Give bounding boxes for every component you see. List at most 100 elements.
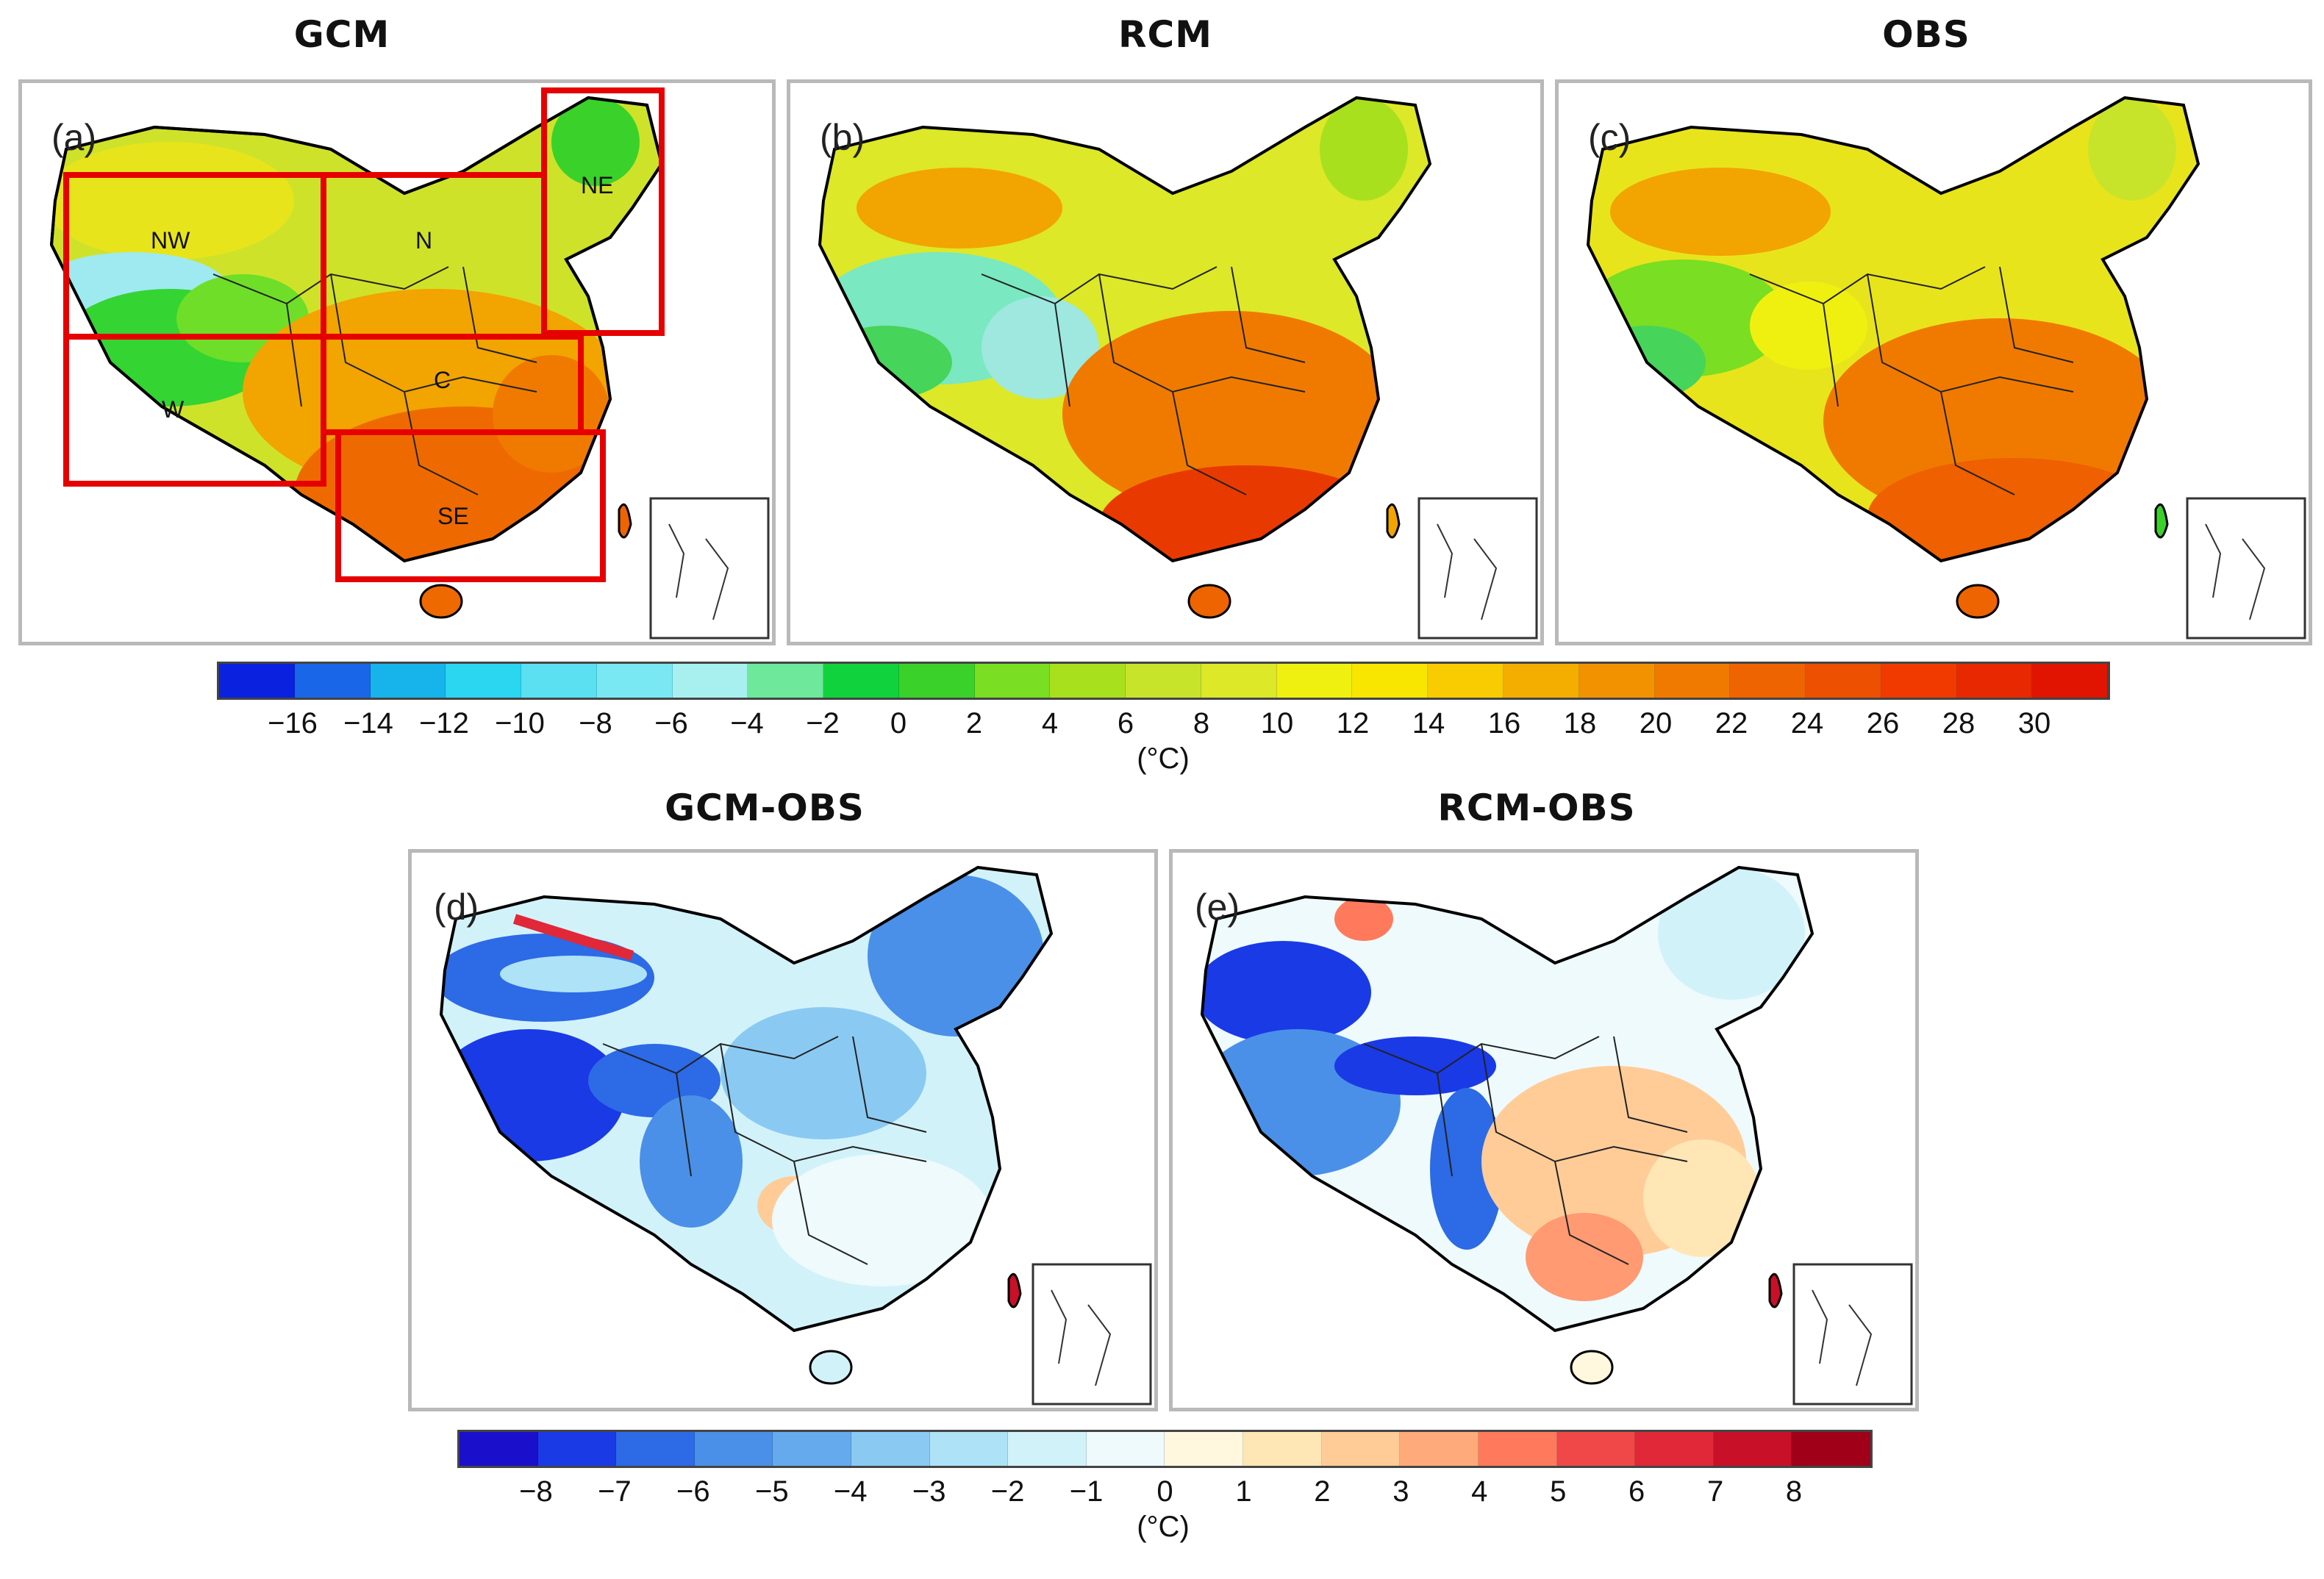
colorbar-temperature-tick: 24 [1790,707,1824,740]
colorbar-segment [1428,664,1504,698]
colorbar-segment [1086,1432,1165,1466]
colorbar-bias-tick: 2 [1314,1475,1331,1508]
colorbar-temperature-tick: 28 [1942,707,1976,740]
colorbar-temperature-tick: 26 [1866,707,1900,740]
colorbar-bias-tick: 7 [1706,1475,1724,1508]
colorbar-temperature-tick: −6 [654,707,688,740]
colorbar-segment [1806,664,1881,698]
region-label-c: C [434,367,451,393]
colorbar-segment [616,1432,695,1466]
colorbar-temperature-tick: 30 [2017,707,2051,740]
region-label-ne: NE [581,172,613,198]
panel-label-e: (e) [1195,887,1240,928]
colorbar-segment [898,664,975,698]
map-panel-obs: (c) [1555,79,2312,645]
colorbar-segment [974,664,1051,698]
panel-label-b: (b) [820,117,865,158]
colorbar-segment [748,664,824,698]
colorbar-bias-tick: −4 [833,1475,868,1508]
colorbar-segment [294,664,371,698]
colorbar-segment [1321,1432,1401,1466]
colorbar-segment [1730,664,1806,698]
panel-label-d: (d) [434,887,479,928]
title-rcm: RCM [1118,13,1212,56]
colorbar-temperature [217,662,2110,700]
colorbar-temperature-tick: 12 [1336,707,1370,740]
inset-south-china-sea [1792,1263,1913,1406]
colorbar-segment [929,1432,1009,1466]
colorbar-temperature-tick: 22 [1715,707,1748,740]
colorbar-segment [1654,664,1731,698]
inset-south-china-sea [1417,497,1538,640]
region-box-ne [541,87,665,336]
colorbar-bias-tick: −7 [598,1475,632,1508]
colorbar-temperature-tick: 10 [1260,707,1294,740]
inset-south-china-sea [649,497,770,640]
colorbar-temperature-tick: −2 [806,707,840,740]
colorbar-segment [460,1432,538,1466]
colorbar-temperature-tick: −12 [419,707,469,740]
colorbar-bias-tick: −2 [990,1475,1025,1508]
region-label-w: W [162,396,185,423]
colorbar-bias-tick: 0 [1156,1475,1173,1508]
colorbar-segment [851,1432,930,1466]
colorbar-segment [537,1432,617,1466]
colorbar-temperature-tick: 2 [965,707,983,740]
colorbar-segment [823,664,899,698]
colorbar-segment [1400,1432,1479,1466]
colorbar-temperature-unit: (°C) [1137,742,1190,775]
colorbar-segment [773,1432,852,1466]
colorbar-segment [1556,1432,1636,1466]
inset-south-china-sea [2186,497,2306,640]
map-rcm-obs [1200,865,1913,1406]
map-gcm: NW N NE W C SE [49,87,770,640]
colorbar-temperature-tick: 20 [1639,707,1673,740]
colorbar-temperature-tick: 14 [1412,707,1445,740]
colorbar-bias-unit: (°C) [1137,1511,1190,1543]
map-panel-gcm-obs: (d) [408,849,1158,1411]
colorbar-bias-tick: 1 [1235,1475,1252,1508]
colorbar-segment [1881,664,1957,698]
colorbar-segment [1201,664,1277,698]
region-box-se [335,429,606,582]
colorbar-temperature-tick: −10 [495,707,545,740]
colorbar-temperature-tick: 16 [1487,707,1521,740]
colorbar-segment [1956,664,2033,698]
colorbar-bias-tick: −1 [1069,1475,1104,1508]
map-rcm [818,96,1538,640]
colorbar-temperature-tick: 8 [1193,707,1210,740]
colorbar-temperature-tick: −8 [579,707,612,740]
map-panel-rcm: (b) [787,79,1544,645]
colorbar-temperature-tick: −4 [730,707,764,740]
colorbar-segment [694,1432,773,1466]
colorbar-bias-tick: −6 [676,1475,710,1508]
region-label-se: SE [437,503,469,529]
colorbar-segment [1008,1432,1087,1466]
map-panel-rcm-obs: (e) [1169,849,1919,1411]
inset-south-china-sea [1032,1263,1152,1406]
colorbar-segment [1578,664,1655,698]
colorbar-segment [596,664,673,698]
title-obs: OBS [1882,13,1970,56]
colorbar-temperature-tick: −14 [343,707,393,740]
colorbar-bias [457,1430,1873,1468]
colorbar-bias-tick: 5 [1550,1475,1567,1508]
title-gcm: GCM [293,13,390,56]
colorbar-bias-tick: −3 [912,1475,946,1508]
colorbar-segment [1352,664,1429,698]
colorbar-bias-tick: −8 [519,1475,553,1508]
colorbar-bias-tick: 3 [1392,1475,1409,1508]
colorbar-segment [2032,664,2109,698]
colorbar-segment [1276,664,1353,698]
map-obs [1586,96,2306,640]
colorbar-segment [1504,664,1579,698]
colorbar-bias-tick: 6 [1628,1475,1645,1508]
colorbar-segment [1792,1432,1870,1466]
colorbar-temperature-tick: 4 [1041,707,1059,740]
colorbar-bias-tick: 4 [1471,1475,1488,1508]
colorbar-segment [1478,1432,1557,1466]
panel-label-c: (c) [1588,117,1631,158]
colorbar-temperature-tick: 18 [1563,707,1597,740]
colorbar-segment [219,664,295,698]
colorbar-bias-tick: 8 [1785,1475,1803,1508]
